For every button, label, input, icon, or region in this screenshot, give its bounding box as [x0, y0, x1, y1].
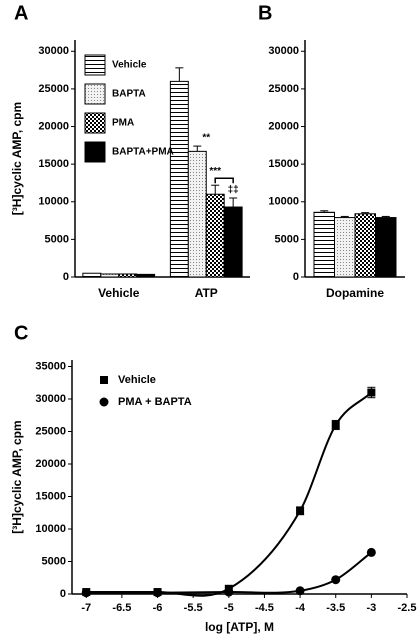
bar — [223, 206, 243, 278]
bar — [100, 273, 120, 278]
bar — [334, 217, 356, 278]
y-tick-label: 10000 — [268, 196, 299, 208]
y-tick-label: 30000 — [38, 45, 69, 57]
y-tick-label: 10000 — [35, 523, 66, 535]
marker — [331, 575, 341, 585]
annotation: *** — [209, 166, 221, 177]
x-axis-label: log [ATP], M — [205, 620, 274, 634]
marker — [153, 588, 163, 598]
x-tick-label: -4 — [295, 602, 306, 614]
bar — [118, 273, 138, 278]
y-tick-label: 15000 — [268, 158, 299, 170]
bar — [205, 193, 225, 278]
panel-label: A — [14, 2, 28, 24]
bar — [313, 211, 335, 278]
y-tick-label: 15000 — [35, 490, 66, 502]
legend-swatch — [84, 112, 106, 134]
y-tick-label: 0 — [293, 271, 299, 283]
y-tick-label: 20000 — [38, 120, 69, 132]
legend-swatch — [84, 141, 106, 163]
legend-marker — [100, 376, 108, 384]
y-tick-label: 30000 — [35, 393, 66, 405]
bar — [187, 150, 207, 278]
panel-label: C — [14, 322, 28, 344]
x-tick-label: -5.5 — [184, 602, 203, 614]
x-tick-label: -6.5 — [112, 602, 131, 614]
significance-bracket — [214, 177, 234, 184]
legend-marker — [99, 397, 109, 407]
legend-label: PMA + BAPTA — [118, 396, 192, 408]
marker — [224, 587, 234, 597]
legend-label: Vehicle — [112, 60, 147, 71]
legend-label: BAPTA — [112, 89, 146, 100]
y-tick-label: 5000 — [275, 233, 299, 245]
legend-swatch — [84, 83, 106, 105]
x-tick-label: -3.5 — [326, 602, 345, 614]
bar — [136, 273, 156, 278]
y-tick-label: 0 — [63, 271, 69, 283]
bar — [82, 272, 102, 278]
bar — [354, 213, 376, 278]
annotation: ** — [202, 133, 210, 144]
legend-label: PMA — [112, 118, 134, 129]
y-axis-label: [³H]cyclic AMP, cpm — [10, 102, 24, 215]
x-tick-label: -2.5 — [398, 602, 417, 614]
y-tick-label: 20000 — [35, 458, 66, 470]
legend-label: Vehicle — [118, 374, 156, 386]
y-axis-label: [³H]cyclic AMP, cpm — [10, 420, 24, 533]
x-tick-label: -4.5 — [255, 602, 274, 614]
bar — [169, 80, 189, 278]
y-tick-label: 15000 — [38, 158, 69, 170]
marker — [366, 547, 376, 557]
legend-label: BAPTA+PMA — [112, 147, 174, 158]
y-tick-label: 10000 — [38, 196, 69, 208]
y-tick-label: 25000 — [268, 83, 299, 95]
bar — [375, 217, 397, 278]
y-tick-label: 35000 — [35, 360, 66, 372]
y-tick-label: 25000 — [38, 83, 69, 95]
y-tick-label: 20000 — [268, 120, 299, 132]
y-tick-label: 5000 — [42, 555, 66, 567]
y-tick-label: 30000 — [268, 45, 299, 57]
panel-label: B — [258, 2, 272, 24]
x-tick-label: Vehicle — [98, 286, 140, 300]
fit-curve — [86, 391, 373, 597]
x-tick-label: -5 — [224, 602, 234, 614]
x-tick-label: -6 — [153, 602, 163, 614]
y-tick-label: 5000 — [45, 233, 69, 245]
y-tick-label: 25000 — [35, 425, 66, 437]
marker — [367, 388, 376, 397]
x-tick-label: ATP — [195, 286, 218, 300]
marker — [296, 506, 305, 515]
x-tick-label: -3 — [366, 602, 376, 614]
y-tick-label: 0 — [60, 588, 66, 600]
marker — [295, 586, 305, 596]
annotation: ‡‡ — [228, 185, 239, 196]
marker — [81, 588, 91, 598]
marker — [331, 421, 340, 429]
x-tick-label: Dopamine — [326, 286, 384, 300]
legend-swatch — [84, 54, 106, 76]
x-tick-label: -7 — [81, 602, 91, 614]
